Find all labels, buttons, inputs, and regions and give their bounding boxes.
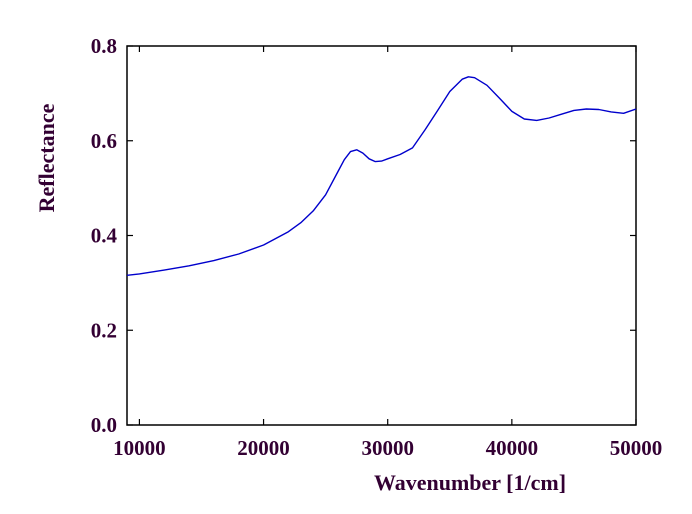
x-tick-label: 40000: [486, 436, 539, 460]
plot-area: [126, 45, 637, 426]
x-tick-label: 20000: [237, 436, 290, 460]
y-tick-label: 0.2: [91, 318, 117, 342]
y-tick-label: 0.4: [91, 224, 118, 248]
x-axis-title: Wavenumber [1/cm]: [374, 470, 566, 495]
y-tick-label: 0.6: [91, 129, 117, 153]
x-tick-label: 10000: [113, 436, 166, 460]
y-tick-label: 0.8: [91, 34, 117, 58]
x-tick-label: 30000: [361, 436, 414, 460]
plot-frame: [126, 45, 637, 426]
x-axis: 10000 20000 30000 40000 50000: [113, 46, 662, 460]
y-tick-label: 0.0: [91, 413, 117, 437]
y-axis: 0.0 0.2 0.4 0.6 0.8: [91, 34, 636, 437]
reflectance-series-line: [126, 76, 637, 276]
y-axis-title: Reflectance: [34, 103, 59, 212]
x-tick-label: 50000: [610, 436, 663, 460]
